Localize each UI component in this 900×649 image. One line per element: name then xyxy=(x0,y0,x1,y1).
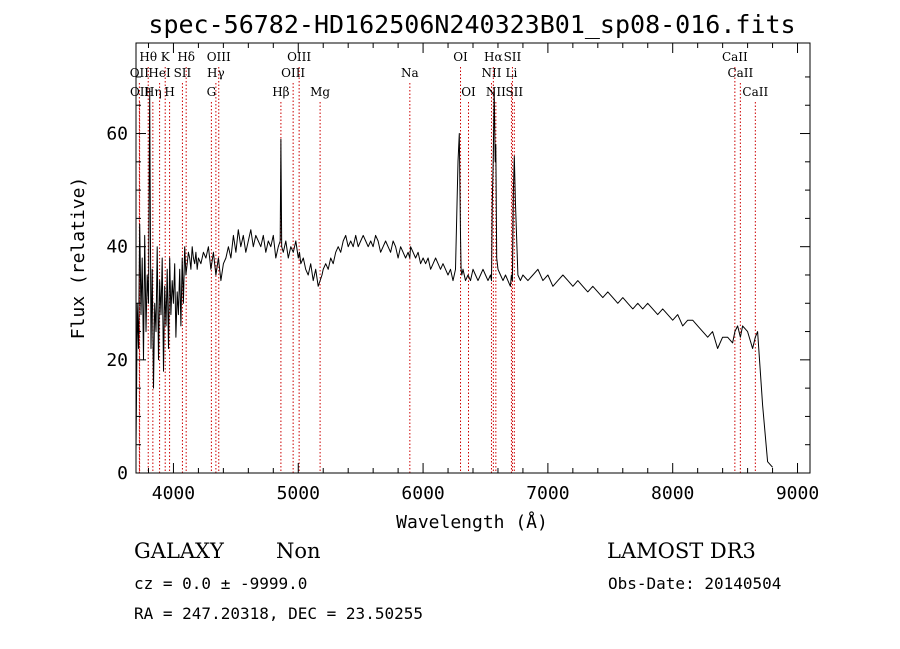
line-label-23: Li xyxy=(506,66,518,80)
y-tick-label: 20 xyxy=(106,350,128,371)
line-label-26: CaII xyxy=(727,66,753,80)
obs-date: Obs-Date: 20140504 xyxy=(608,574,781,593)
x-tick-label: 9000 xyxy=(776,483,819,504)
line-label-22: SII xyxy=(504,50,522,64)
x-axis-label: Wavelength (Å) xyxy=(396,511,548,533)
line-label-25: CaII xyxy=(722,50,748,64)
axis-ticks: 4000 5000 6000 7000 8000 9000 0 20 40 60 xyxy=(106,43,819,504)
line-label-21: NII xyxy=(486,85,506,99)
x-tick-label: 5000 xyxy=(277,483,320,504)
object-class: GALAXY xyxy=(134,539,225,563)
line-label-5: K xyxy=(161,50,171,64)
x-tick-label: 7000 xyxy=(526,483,569,504)
line-label-6: H xyxy=(164,85,174,99)
line-label-13: OIII xyxy=(281,66,305,80)
y-tick-label: 40 xyxy=(106,237,128,258)
line-label-12: Hβ xyxy=(272,85,289,99)
survey-name: LAMOST DR3 xyxy=(607,539,756,563)
line-label-3: Hη xyxy=(144,85,162,99)
line-label-14: OIII xyxy=(287,50,311,64)
y-tick-label: 60 xyxy=(106,124,128,145)
line-label-8: Hδ xyxy=(177,50,195,64)
y-tick-label: 0 xyxy=(117,463,128,484)
line-label-10: G xyxy=(207,85,217,99)
y-axis-label: Flux (relative) xyxy=(68,177,89,340)
line-label-9: Hγ xyxy=(207,66,225,80)
redshift-line: cz = 0.0 ± -9999.0 xyxy=(134,574,307,593)
x-tick-label: 8000 xyxy=(651,483,694,504)
line-label-17: OI xyxy=(453,50,468,64)
line-label-20: Hα xyxy=(484,50,503,64)
object-subclass: Non xyxy=(276,539,321,563)
line-label-11: OIII xyxy=(207,50,231,64)
line-label-18: OI xyxy=(461,85,476,99)
line-label-16: Na xyxy=(401,66,419,80)
x-tick-label: 6000 xyxy=(401,483,444,504)
line-markers: OIIOIIHθHηHeIKHSIIHδHγGOIIIHβOIIIOIIIMgN… xyxy=(130,50,768,473)
x-tick-label: 4000 xyxy=(152,483,195,504)
line-label-19: NII xyxy=(481,66,501,80)
spectrum-series-line xyxy=(135,87,773,468)
chart-title: spec-56782-HD162506N240323B01_sp08-016.f… xyxy=(148,10,795,39)
line-label-4: HeI xyxy=(148,66,171,80)
line-label-0: OII xyxy=(130,66,150,80)
line-label-24: SII xyxy=(505,85,523,99)
coordinates: RA = 247.20318, DEC = 23.50255 xyxy=(134,604,423,623)
line-label-2: Hθ xyxy=(139,50,157,64)
plot-frame xyxy=(135,42,811,474)
line-label-7: SII xyxy=(174,66,192,80)
line-label-1: OII xyxy=(130,85,150,99)
line-label-27: CaII xyxy=(742,85,768,99)
line-label-15: Mg xyxy=(310,85,330,99)
